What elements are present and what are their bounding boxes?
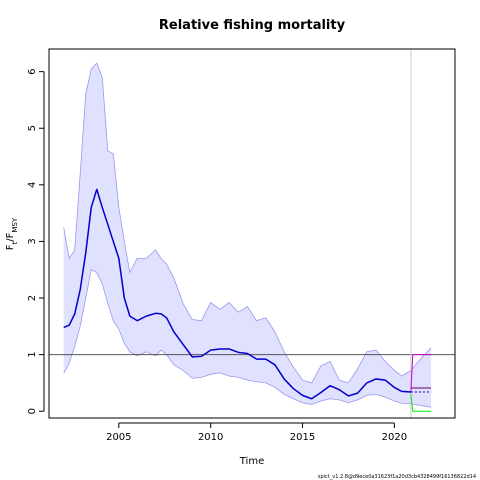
version-footnote: spict_v1.2.8@d9ece0a31623f1a20d3cb432849… <box>318 474 476 480</box>
x-tick-label-2020: 2020 <box>382 432 407 443</box>
forecast-layer <box>410 354 432 412</box>
y-tick-label-5: 5 <box>27 125 38 131</box>
axes-layer: 2005 2010 2015 2020 0 1 2 3 4 5 6 <box>27 68 407 443</box>
y-axis-label: Ft/FMSY <box>5 217 19 250</box>
y-tick-label-0: 0 <box>27 408 38 414</box>
y-tick-label-2: 2 <box>27 295 38 301</box>
reference-lines-layer <box>49 49 455 418</box>
ci-band <box>63 63 432 408</box>
y-tick-label-6: 6 <box>27 68 38 74</box>
svg-text:Ft/FMSY: Ft/FMSY <box>5 217 19 250</box>
x-tick-label-2015: 2015 <box>290 432 315 443</box>
forecast-line-lower <box>410 394 432 412</box>
ci-upper-line <box>63 62 432 384</box>
series-line-0 <box>63 188 411 400</box>
plot-frame <box>48 48 456 419</box>
x-tick-label-2010: 2010 <box>198 432 223 443</box>
series-layer <box>63 188 411 400</box>
y-tick-label-3: 3 <box>27 238 38 244</box>
x-axis-label: Time <box>239 456 264 467</box>
x-tick-label-2005: 2005 <box>106 432 131 443</box>
confidence-interval-layer <box>63 62 432 408</box>
chart-title: Relative fishing mortality <box>159 18 346 33</box>
forecast-line-upper <box>410 354 432 392</box>
ci-lower-line <box>63 269 432 408</box>
y-tick-label-4: 4 <box>27 182 38 188</box>
y-tick-label-1: 1 <box>27 351 38 357</box>
